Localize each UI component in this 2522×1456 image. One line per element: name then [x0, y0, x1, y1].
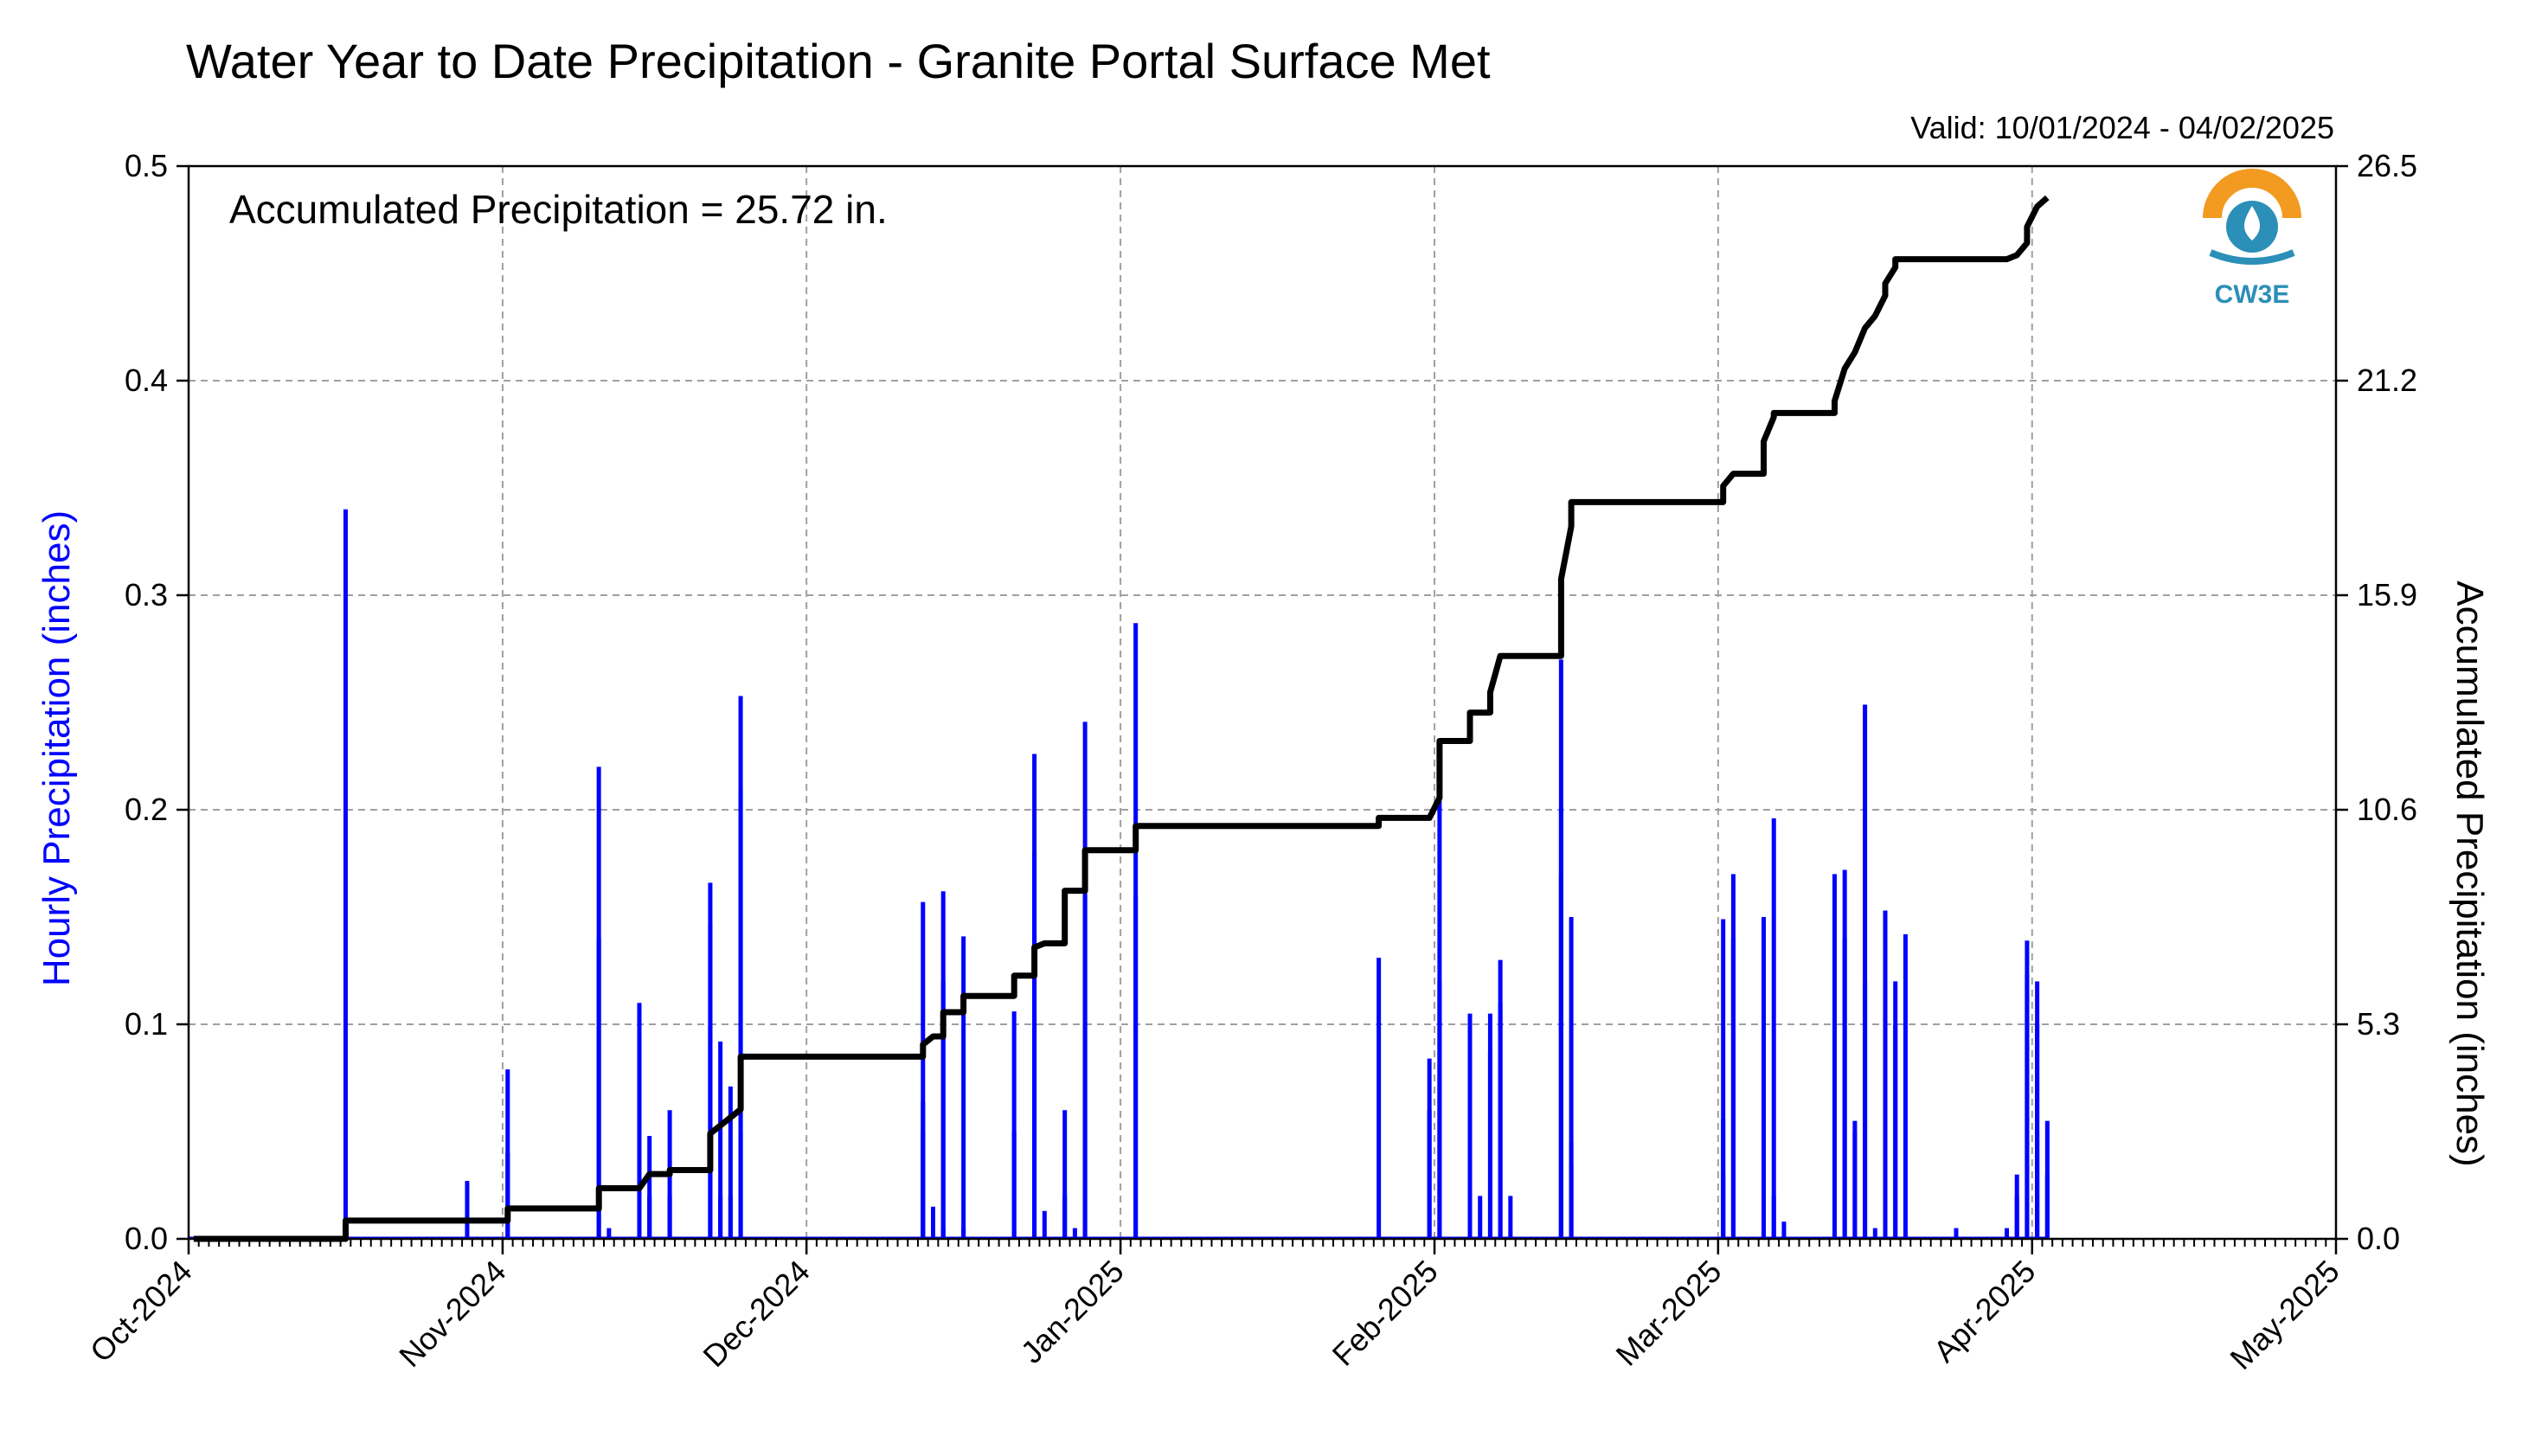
accumulated-line [193, 195, 2050, 1242]
y-tick-label: 0.4 [125, 362, 168, 398]
x-tick-label: Dec-2024 [696, 1254, 816, 1374]
y-tick-label: 0.5 [125, 148, 168, 183]
y2-tick-label: 15.9 [2357, 577, 2417, 613]
x-tick-label: Oct-2024 [83, 1254, 199, 1369]
x-tick-label: May-2025 [2223, 1254, 2346, 1376]
y-tick-label: 0.2 [125, 792, 168, 827]
y-tick-label: 0.0 [125, 1221, 168, 1256]
y2-tick-label: 10.6 [2357, 792, 2417, 827]
x-tick-label: Mar-2025 [1609, 1254, 1729, 1373]
x-tick-label: Apr-2025 [1927, 1254, 2043, 1369]
logo-text: CW3E [2215, 280, 2290, 309]
y2-tick-label: 0.0 [2357, 1221, 2400, 1256]
logo-sun-icon [2203, 169, 2301, 219]
grid-lines [189, 166, 2336, 1239]
y2-tick-label: 5.3 [2357, 1006, 2400, 1042]
valid-date-range: Valid: 10/01/2024 - 04/02/2025 [1910, 110, 2334, 145]
chart-title: Water Year to Date Precipitation - Grani… [186, 34, 1491, 88]
cw3e-logo: CW3E [2203, 169, 2301, 309]
y2-tick-label: 26.5 [2357, 148, 2417, 183]
accumulated-annotation: Accumulated Precipitation = 25.72 in. [229, 187, 888, 232]
x-tick-label: Feb-2025 [1325, 1254, 1445, 1373]
accumulated-precipitation-line [193, 195, 2050, 1242]
y-tick-label: 0.1 [125, 1006, 168, 1042]
axes [187, 164, 2338, 1241]
y-axis-label-left: Hourly Precipitation (inches) [35, 510, 78, 986]
plot-frame [187, 164, 2338, 1241]
y-axis-label-right: Accumulated Precipitation (inches) [2448, 580, 2491, 1166]
hourly-precipitation-bars [189, 509, 2050, 1240]
x-tick-label: Jan-2025 [1014, 1254, 1131, 1370]
x-tick-label: Nov-2024 [392, 1254, 512, 1374]
y-tick-label: 0.3 [125, 577, 168, 613]
y2-tick-label: 21.2 [2357, 362, 2417, 398]
axis-ticks: 0.0 0.1 0.2 0.3 0.4 0.5 0.0 5.3 10.6 15.9 21.2 26.5… [83, 148, 2417, 1376]
